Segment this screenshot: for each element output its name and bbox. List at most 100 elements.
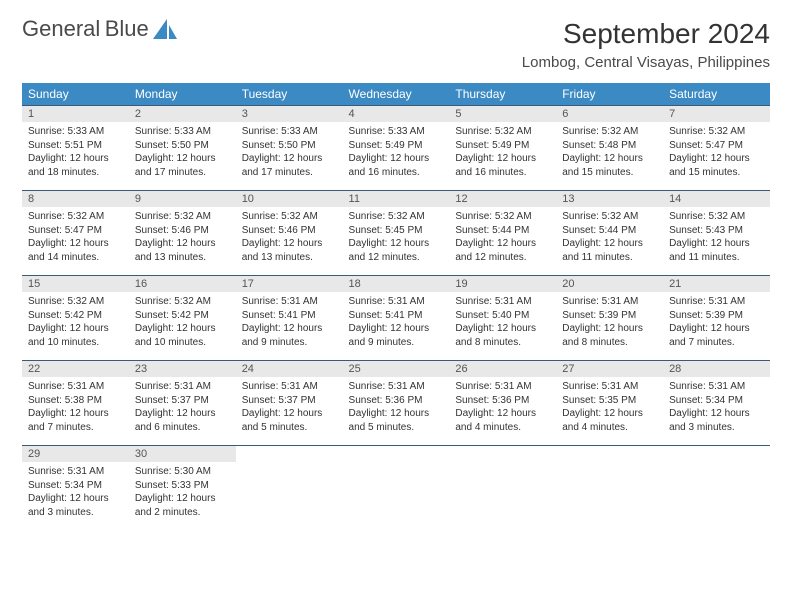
calendar-row: 15Sunrise: 5:32 AMSunset: 5:42 PMDayligh… <box>22 276 770 361</box>
day-data: Sunrise: 5:32 AMSunset: 5:43 PMDaylight:… <box>663 207 770 267</box>
day-data: Sunrise: 5:31 AMSunset: 5:34 PMDaylight:… <box>22 462 129 522</box>
day-number: 26 <box>449 361 556 377</box>
day-data: Sunrise: 5:31 AMSunset: 5:37 PMDaylight:… <box>236 377 343 437</box>
day-number: 13 <box>556 191 663 207</box>
day-number: 19 <box>449 276 556 292</box>
calendar-cell: 11Sunrise: 5:32 AMSunset: 5:45 PMDayligh… <box>343 191 450 276</box>
day-data: Sunrise: 5:31 AMSunset: 5:41 PMDaylight:… <box>343 292 450 352</box>
calendar-cell: 14Sunrise: 5:32 AMSunset: 5:43 PMDayligh… <box>663 191 770 276</box>
calendar-body: 1Sunrise: 5:33 AMSunset: 5:51 PMDaylight… <box>22 106 770 531</box>
location-text: Lombog, Central Visayas, Philippines <box>522 54 770 71</box>
calendar-cell: 8Sunrise: 5:32 AMSunset: 5:47 PMDaylight… <box>22 191 129 276</box>
calendar-cell <box>556 446 663 531</box>
day-number: 22 <box>22 361 129 377</box>
calendar-cell: 22Sunrise: 5:31 AMSunset: 5:38 PMDayligh… <box>22 361 129 446</box>
day-number: 25 <box>343 361 450 377</box>
calendar-cell: 15Sunrise: 5:32 AMSunset: 5:42 PMDayligh… <box>22 276 129 361</box>
day-data: Sunrise: 5:31 AMSunset: 5:39 PMDaylight:… <box>663 292 770 352</box>
day-number: 6 <box>556 106 663 122</box>
calendar-cell: 16Sunrise: 5:32 AMSunset: 5:42 PMDayligh… <box>129 276 236 361</box>
day-data: Sunrise: 5:31 AMSunset: 5:36 PMDaylight:… <box>343 377 450 437</box>
calendar-cell: 6Sunrise: 5:32 AMSunset: 5:48 PMDaylight… <box>556 106 663 191</box>
calendar-cell: 12Sunrise: 5:32 AMSunset: 5:44 PMDayligh… <box>449 191 556 276</box>
calendar-cell: 27Sunrise: 5:31 AMSunset: 5:35 PMDayligh… <box>556 361 663 446</box>
calendar-row: 8Sunrise: 5:32 AMSunset: 5:47 PMDaylight… <box>22 191 770 276</box>
header: General Blue September 2024 Lombog, Cent… <box>22 18 770 71</box>
day-number: 7 <box>663 106 770 122</box>
calendar-cell: 18Sunrise: 5:31 AMSunset: 5:41 PMDayligh… <box>343 276 450 361</box>
day-data: Sunrise: 5:32 AMSunset: 5:47 PMDaylight:… <box>22 207 129 267</box>
day-number: 30 <box>129 446 236 462</box>
calendar-cell <box>663 446 770 531</box>
weekday-header: Saturday <box>663 83 770 106</box>
sail-icon <box>153 19 179 41</box>
calendar-cell: 9Sunrise: 5:32 AMSunset: 5:46 PMDaylight… <box>129 191 236 276</box>
day-data: Sunrise: 5:32 AMSunset: 5:42 PMDaylight:… <box>22 292 129 352</box>
day-data: Sunrise: 5:31 AMSunset: 5:36 PMDaylight:… <box>449 377 556 437</box>
day-data: Sunrise: 5:31 AMSunset: 5:38 PMDaylight:… <box>22 377 129 437</box>
day-number: 8 <box>22 191 129 207</box>
calendar-cell: 25Sunrise: 5:31 AMSunset: 5:36 PMDayligh… <box>343 361 450 446</box>
day-number: 9 <box>129 191 236 207</box>
calendar-table: SundayMondayTuesdayWednesdayThursdayFrid… <box>22 83 770 531</box>
calendar-cell: 20Sunrise: 5:31 AMSunset: 5:39 PMDayligh… <box>556 276 663 361</box>
day-data: Sunrise: 5:32 AMSunset: 5:47 PMDaylight:… <box>663 122 770 182</box>
calendar-row: 29Sunrise: 5:31 AMSunset: 5:34 PMDayligh… <box>22 446 770 531</box>
day-number: 2 <box>129 106 236 122</box>
weekday-header: Friday <box>556 83 663 106</box>
calendar-cell: 10Sunrise: 5:32 AMSunset: 5:46 PMDayligh… <box>236 191 343 276</box>
day-number: 11 <box>343 191 450 207</box>
day-number: 27 <box>556 361 663 377</box>
day-data: Sunrise: 5:32 AMSunset: 5:44 PMDaylight:… <box>449 207 556 267</box>
calendar-cell: 3Sunrise: 5:33 AMSunset: 5:50 PMDaylight… <box>236 106 343 191</box>
day-data: Sunrise: 5:32 AMSunset: 5:48 PMDaylight:… <box>556 122 663 182</box>
weekday-header: Sunday <box>22 83 129 106</box>
day-number: 21 <box>663 276 770 292</box>
calendar-cell <box>343 446 450 531</box>
calendar-cell: 30Sunrise: 5:30 AMSunset: 5:33 PMDayligh… <box>129 446 236 531</box>
day-number: 1 <box>22 106 129 122</box>
day-data: Sunrise: 5:33 AMSunset: 5:49 PMDaylight:… <box>343 122 450 182</box>
day-number: 29 <box>22 446 129 462</box>
calendar-cell: 1Sunrise: 5:33 AMSunset: 5:51 PMDaylight… <box>22 106 129 191</box>
day-number: 3 <box>236 106 343 122</box>
day-number: 14 <box>663 191 770 207</box>
day-number: 12 <box>449 191 556 207</box>
calendar-cell: 2Sunrise: 5:33 AMSunset: 5:50 PMDaylight… <box>129 106 236 191</box>
calendar-cell: 23Sunrise: 5:31 AMSunset: 5:37 PMDayligh… <box>129 361 236 446</box>
calendar-cell: 21Sunrise: 5:31 AMSunset: 5:39 PMDayligh… <box>663 276 770 361</box>
day-data: Sunrise: 5:31 AMSunset: 5:40 PMDaylight:… <box>449 292 556 352</box>
day-data: Sunrise: 5:32 AMSunset: 5:42 PMDaylight:… <box>129 292 236 352</box>
day-number: 18 <box>343 276 450 292</box>
calendar-row: 22Sunrise: 5:31 AMSunset: 5:38 PMDayligh… <box>22 361 770 446</box>
day-data: Sunrise: 5:31 AMSunset: 5:35 PMDaylight:… <box>556 377 663 437</box>
day-data: Sunrise: 5:32 AMSunset: 5:44 PMDaylight:… <box>556 207 663 267</box>
day-number: 4 <box>343 106 450 122</box>
day-number: 5 <box>449 106 556 122</box>
day-number: 23 <box>129 361 236 377</box>
day-data: Sunrise: 5:32 AMSunset: 5:45 PMDaylight:… <box>343 207 450 267</box>
day-data: Sunrise: 5:32 AMSunset: 5:46 PMDaylight:… <box>236 207 343 267</box>
day-data: Sunrise: 5:33 AMSunset: 5:50 PMDaylight:… <box>236 122 343 182</box>
calendar-row: 1Sunrise: 5:33 AMSunset: 5:51 PMDaylight… <box>22 106 770 191</box>
day-data: Sunrise: 5:31 AMSunset: 5:37 PMDaylight:… <box>129 377 236 437</box>
day-data: Sunrise: 5:32 AMSunset: 5:46 PMDaylight:… <box>129 207 236 267</box>
weekday-header: Tuesday <box>236 83 343 106</box>
day-data: Sunrise: 5:32 AMSunset: 5:49 PMDaylight:… <box>449 122 556 182</box>
logo: General Blue <box>22 18 179 41</box>
day-number: 28 <box>663 361 770 377</box>
calendar-cell: 28Sunrise: 5:31 AMSunset: 5:34 PMDayligh… <box>663 361 770 446</box>
calendar-cell: 26Sunrise: 5:31 AMSunset: 5:36 PMDayligh… <box>449 361 556 446</box>
logo-word2: Blue <box>105 16 149 41</box>
calendar-cell: 19Sunrise: 5:31 AMSunset: 5:40 PMDayligh… <box>449 276 556 361</box>
calendar-cell <box>236 446 343 531</box>
day-data: Sunrise: 5:30 AMSunset: 5:33 PMDaylight:… <box>129 462 236 522</box>
title-block: September 2024 Lombog, Central Visayas, … <box>522 18 770 71</box>
day-data: Sunrise: 5:33 AMSunset: 5:51 PMDaylight:… <box>22 122 129 182</box>
day-number: 24 <box>236 361 343 377</box>
weekday-header: Thursday <box>449 83 556 106</box>
logo-word1: General <box>22 16 100 41</box>
day-data: Sunrise: 5:31 AMSunset: 5:41 PMDaylight:… <box>236 292 343 352</box>
calendar-cell: 4Sunrise: 5:33 AMSunset: 5:49 PMDaylight… <box>343 106 450 191</box>
day-number: 20 <box>556 276 663 292</box>
